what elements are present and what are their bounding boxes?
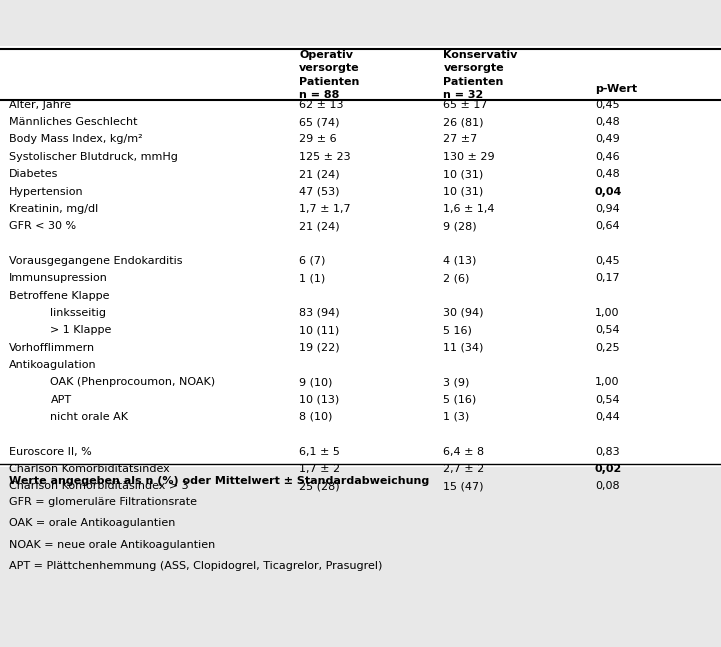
Text: 1,7 ± 1,7: 1,7 ± 1,7 [299, 204, 351, 214]
Text: Werte angegeben als n (%) oder Mittelwert ± Standardabweichung: Werte angegeben als n (%) oder Mittelwer… [9, 476, 429, 486]
Text: Body Mass Index, kg/m²: Body Mass Index, kg/m² [9, 135, 142, 144]
Text: 0,45: 0,45 [595, 100, 619, 110]
Text: Alter, Jahre: Alter, Jahre [9, 100, 71, 110]
Text: 4 (13): 4 (13) [443, 256, 477, 266]
Text: nicht orale AK: nicht orale AK [50, 412, 128, 422]
Text: > 1 Klappe: > 1 Klappe [50, 325, 112, 335]
Text: 125 ± 23: 125 ± 23 [299, 152, 351, 162]
Text: 6,1 ± 5: 6,1 ± 5 [299, 446, 340, 457]
Text: Charlson Komorbiditäsindex > 3: Charlson Komorbiditäsindex > 3 [9, 481, 188, 491]
Text: 0,04: 0,04 [595, 186, 622, 197]
Text: 8 (10): 8 (10) [299, 412, 332, 422]
Text: 0,54: 0,54 [595, 395, 619, 404]
Text: 3 (9): 3 (9) [443, 377, 470, 388]
Text: Euroscore II, %: Euroscore II, % [9, 446, 92, 457]
Text: 27 ±7: 27 ±7 [443, 135, 478, 144]
Text: 10 (31): 10 (31) [443, 169, 484, 179]
Text: 47 (53): 47 (53) [299, 186, 340, 197]
Text: 21 (24): 21 (24) [299, 169, 340, 179]
Text: 6 (7): 6 (7) [299, 256, 326, 266]
Text: 0,48: 0,48 [595, 117, 619, 127]
Text: GFR = glomeruläre Filtrationsrate: GFR = glomeruläre Filtrationsrate [9, 497, 197, 507]
Text: 19 (22): 19 (22) [299, 342, 340, 353]
Text: 0,08: 0,08 [595, 481, 619, 491]
Text: Charlson Komorbiditätsindex: Charlson Komorbiditätsindex [9, 464, 169, 474]
Text: 1,00: 1,00 [595, 308, 619, 318]
Text: 0,45: 0,45 [595, 256, 619, 266]
Text: 5 (16): 5 (16) [443, 395, 477, 404]
Text: Systolischer Blutdruck, mmHg: Systolischer Blutdruck, mmHg [9, 152, 177, 162]
Text: 10 (13): 10 (13) [299, 395, 340, 404]
Text: Hypertension: Hypertension [9, 186, 84, 197]
Text: 65 (74): 65 (74) [299, 117, 340, 127]
Text: 130 ± 29: 130 ± 29 [443, 152, 495, 162]
Text: 65 ± 17: 65 ± 17 [443, 100, 488, 110]
Text: 5 16): 5 16) [443, 325, 472, 335]
Text: p-Wert: p-Wert [595, 83, 637, 94]
Text: 1,6 ± 1,4: 1,6 ± 1,4 [443, 204, 495, 214]
Text: 0,25: 0,25 [595, 342, 619, 353]
Text: 21 (24): 21 (24) [299, 221, 340, 231]
Text: 29 ± 6: 29 ± 6 [299, 135, 337, 144]
Text: 0,49: 0,49 [595, 135, 619, 144]
Text: Diabetes: Diabetes [9, 169, 58, 179]
Text: 11 (34): 11 (34) [443, 342, 484, 353]
Text: Kreatinin, mg/dl: Kreatinin, mg/dl [9, 204, 98, 214]
Text: 0,54: 0,54 [595, 325, 619, 335]
Text: 0,94: 0,94 [595, 204, 619, 214]
Text: Operativ
versorgte
Patienten
n = 88: Operativ versorgte Patienten n = 88 [299, 50, 360, 100]
Text: 1 (3): 1 (3) [443, 412, 469, 422]
Text: 2 (6): 2 (6) [443, 273, 470, 283]
Text: Konservativ
versorgte
Patienten
n = 32: Konservativ versorgte Patienten n = 32 [443, 50, 518, 100]
Text: APT: APT [50, 395, 71, 404]
Text: GFR < 30 %: GFR < 30 % [9, 221, 76, 231]
Text: 1,7 ± 2: 1,7 ± 2 [299, 464, 340, 474]
Text: 9 (28): 9 (28) [443, 221, 477, 231]
Text: Antikoagulation: Antikoagulation [9, 360, 97, 370]
Text: 0,17: 0,17 [595, 273, 619, 283]
Text: Vorausgegangene Endokarditis: Vorausgegangene Endokarditis [9, 256, 182, 266]
Text: Immunsupression: Immunsupression [9, 273, 107, 283]
Text: OAK = orale Antikoagulantien: OAK = orale Antikoagulantien [9, 518, 175, 529]
Text: OAK (Phenprocoumon, NOAK): OAK (Phenprocoumon, NOAK) [50, 377, 216, 388]
Text: APT = Plättchenhemmung (ASS, Clopidogrel, Ticagrelor, Prasugrel): APT = Plättchenhemmung (ASS, Clopidogrel… [9, 561, 382, 571]
Text: Männliches Geschlecht: Männliches Geschlecht [9, 117, 137, 127]
Text: Vorhofflimmern: Vorhofflimmern [9, 342, 94, 353]
Text: 1 (1): 1 (1) [299, 273, 325, 283]
Text: 0,02: 0,02 [595, 464, 622, 474]
Text: 1,00: 1,00 [595, 377, 619, 388]
Text: 10 (31): 10 (31) [443, 186, 484, 197]
Text: 25 (28): 25 (28) [299, 481, 340, 491]
Text: 83 (94): 83 (94) [299, 308, 340, 318]
Text: 0,64: 0,64 [595, 221, 619, 231]
Text: 30 (94): 30 (94) [443, 308, 484, 318]
Text: 2,7 ± 2: 2,7 ± 2 [443, 464, 485, 474]
Text: 9 (10): 9 (10) [299, 377, 332, 388]
Text: 6,4 ± 8: 6,4 ± 8 [443, 446, 485, 457]
Text: 0,83: 0,83 [595, 446, 619, 457]
Text: 62 ± 13: 62 ± 13 [299, 100, 344, 110]
Text: 0,46: 0,46 [595, 152, 619, 162]
Text: 0,44: 0,44 [595, 412, 619, 422]
Text: linksseitig: linksseitig [50, 308, 107, 318]
Text: 15 (47): 15 (47) [443, 481, 484, 491]
Bar [0, 46, 721, 467]
Text: Betroffene Klappe: Betroffene Klappe [9, 291, 109, 301]
Text: 0,48: 0,48 [595, 169, 619, 179]
Text: 10 (11): 10 (11) [299, 325, 340, 335]
Text: 26 (81): 26 (81) [443, 117, 484, 127]
Text: NOAK = neue orale Antikoagulantien: NOAK = neue orale Antikoagulantien [9, 540, 215, 550]
